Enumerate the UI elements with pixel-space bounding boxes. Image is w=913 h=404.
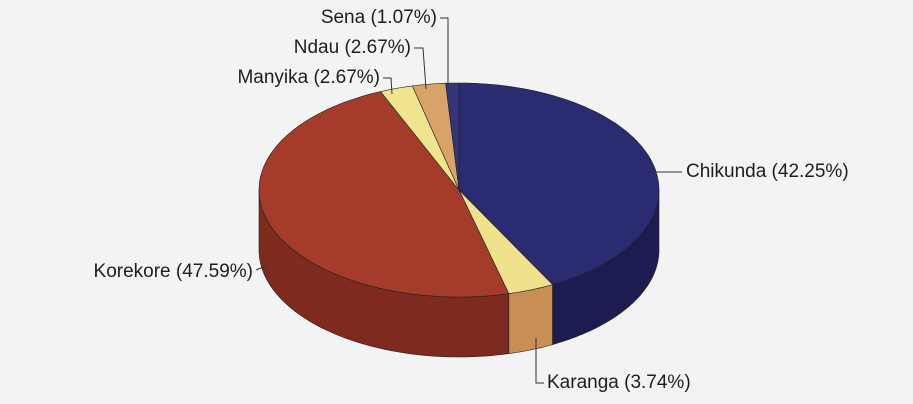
data-label: Ndau (2.67%) [294, 37, 411, 58]
leader-line [383, 77, 393, 95]
slice-side [508, 284, 553, 354]
slice [258, 91, 510, 298]
data-label: Korekore (47.59%) [94, 261, 253, 282]
data-label: Chikunda (42.25%) [686, 161, 849, 182]
slice [445, 82, 460, 191]
leader-line [440, 17, 449, 85]
slice [411, 82, 460, 191]
leader-line [535, 338, 544, 384]
data-label: Manyika (2.67%) [237, 67, 380, 88]
leader-line [414, 47, 427, 90]
slice [458, 82, 660, 285]
data-label: Karanga (3.74%) [547, 372, 691, 393]
slice [380, 85, 460, 191]
leader-line [255, 265, 267, 271]
slice [458, 189, 554, 294]
data-label: Sena (1.07%) [321, 7, 437, 28]
